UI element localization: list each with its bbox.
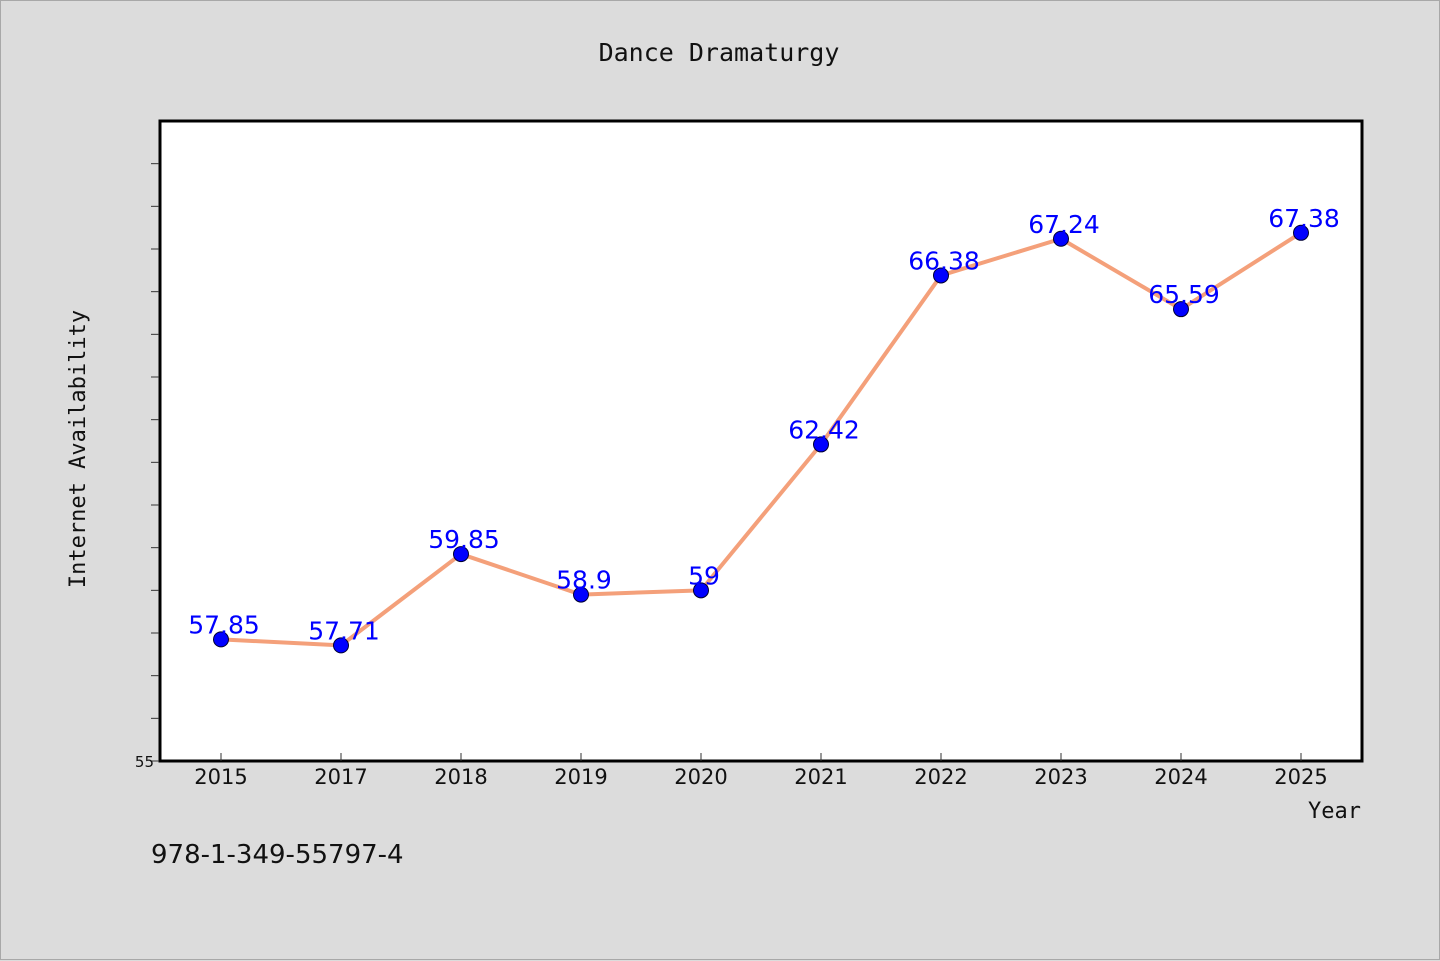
data-label: 62.42 [788,415,860,444]
x-axis-ticks: 2015 2017 2018 2019 2020 2021 2022 2023 2024 2025 [194,753,1328,789]
data-point [453,546,469,563]
x-axis-label: Year [1308,799,1361,824]
data-label: 57.85 [188,610,260,639]
data-point [1173,301,1189,318]
footer-code: 978-1-349-55797-4 [151,840,404,870]
x-tick-label: 2021 [794,765,847,789]
data-label: 65.59 [1148,280,1220,309]
data-label: 59 [688,561,720,590]
y-tick-label: 55 [135,753,154,771]
data-point [213,631,229,648]
x-tick-label: 2024 [1154,765,1207,789]
x-tick-label: 2015 [194,765,247,789]
data-label: 67.24 [1028,210,1100,239]
x-tick-label: 2020 [674,765,727,789]
data-point [693,582,709,599]
data-point [1293,224,1309,241]
data-label: 57.71 [308,616,380,645]
chart-title: Dance Dramaturgy [599,38,840,67]
data-point [333,637,349,654]
x-tick-label: 2019 [554,765,607,789]
plot-area [158,119,1364,763]
x-tick-label: 2023 [1034,765,1087,789]
data-point [573,586,589,603]
series-layer: 57.85 57.71 59.85 58.9 59 62.42 66.38 67.24 65.5… [188,204,1340,654]
data-label: 66.38 [908,246,980,275]
data-point [933,267,949,284]
data-point [813,436,829,453]
y-axis-label: Internet Availability [66,310,91,588]
x-tick-label: 2025 [1274,765,1327,789]
data-point [1053,230,1069,247]
x-tick-label: 2017 [314,765,367,789]
x-tick-label: 2018 [434,765,487,789]
data-label: 59.85 [428,525,500,554]
series-line [219,230,1303,648]
data-label: 67.38 [1268,204,1340,233]
data-label: 58.9 [556,566,612,595]
x-tick-label: 2022 [914,765,967,789]
y-axis-ticks: 55 [135,163,159,771]
